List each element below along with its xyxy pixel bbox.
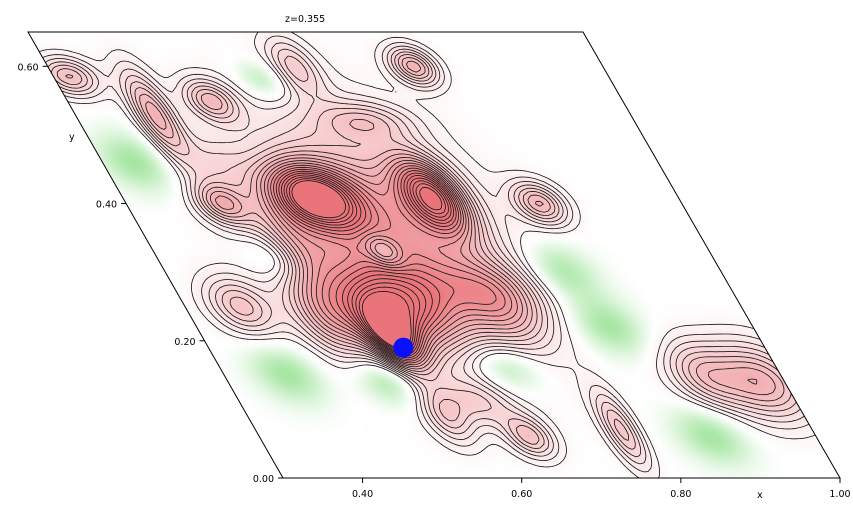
x-tick-label: 0.40 (352, 489, 373, 500)
contour-level-19 (288, 178, 446, 351)
x-axis-ticks: 0.40 0.60 0.80 1.00 (352, 478, 851, 500)
contour-level-7 (65, 56, 785, 437)
chart-title: z=0.355 (285, 14, 325, 25)
y-tick-label: 0.00 (253, 474, 274, 485)
contour-level-13 (273, 166, 497, 360)
contour-level-14 (275, 168, 460, 359)
y-axis-label: y (69, 132, 75, 143)
contour-level-8 (145, 60, 776, 396)
contour-level-6 (56, 54, 792, 445)
contour-level-11 (267, 162, 513, 364)
contour-level-17 (283, 174, 452, 354)
contour-level-3 (40, 42, 814, 465)
contour-level-15 (278, 170, 457, 357)
contour-level-9 (214, 156, 758, 385)
atom-position-marker (393, 337, 414, 358)
contour-level-20 (291, 180, 443, 349)
contour-lines (28, 32, 836, 478)
contour-level-1 (28, 32, 836, 478)
y-tick-label: 0.60 (17, 62, 38, 73)
contour-level-16 (280, 172, 455, 356)
x-tick-label: 0.80 (670, 489, 691, 500)
contour-level-4 (45, 48, 806, 458)
y-tick-label: 0.20 (174, 337, 195, 348)
x-axis-label: x (757, 490, 763, 501)
contour-level-12 (270, 164, 506, 362)
x-tick-label: 0.60 (511, 489, 532, 500)
contour-level-18 (286, 176, 449, 352)
y-tick-label: 0.40 (96, 200, 117, 211)
x-tick-label: 1.00 (829, 489, 850, 500)
contour-level-10 (263, 159, 518, 366)
y-axis-ticks: 0.00 0.20 0.40 0.60 (17, 62, 283, 485)
